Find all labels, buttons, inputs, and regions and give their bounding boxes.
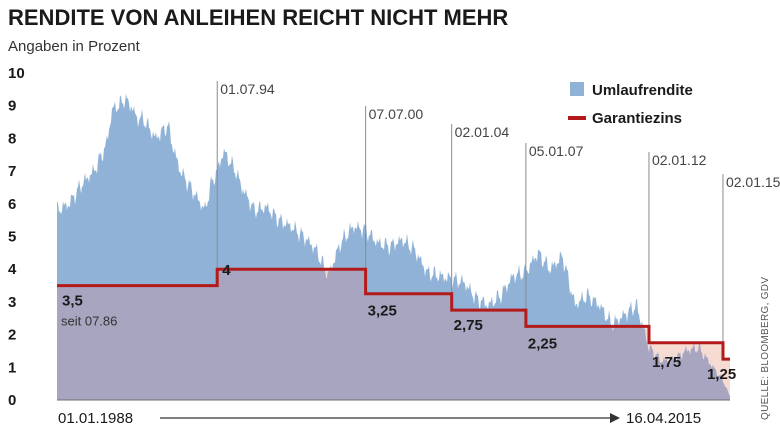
garantiezins-value-label: 3,5 — [62, 293, 83, 310]
chart-title: RENDITE VON ANLEIHEN REICHT NICHT MEHR — [8, 5, 508, 30]
y-tick-label: 10 — [8, 65, 25, 82]
y-tick-label: 4 — [8, 261, 17, 278]
change-date-label: 02.01.12 — [652, 152, 707, 168]
change-date-label: 07.07.00 — [369, 106, 424, 122]
legend-swatch-umlaufrendite — [570, 82, 584, 96]
time-arrow: 01.01.1988 16.04.2015 — [58, 410, 701, 427]
chart-subtitle: Angaben in Prozent — [8, 38, 141, 55]
change-date-markers: 01.07.94 07.07.00 02.01.04 05.01.07 02.01.12… — [216, 81, 780, 360]
plot-area: 01.07.94 07.07.00 02.01.04 05.01.07 02.01.12… — [57, 81, 780, 401]
y-tick-label: 6 — [8, 196, 16, 213]
overlap-area — [57, 269, 730, 400]
garantiezins-value-label: 2,75 — [454, 317, 483, 334]
garantiezins-line — [57, 267, 730, 361]
x-start-label: 01.01.1988 — [58, 410, 133, 427]
legend-label-garantiezins: Garantiezins — [592, 110, 682, 127]
y-tick-label: 8 — [8, 130, 16, 147]
change-date-label: 02.01.04 — [455, 124, 510, 140]
garantiezins-value-label: 1,25 — [707, 366, 736, 383]
garantiezins-value-label: 2,25 — [528, 335, 557, 352]
y-axis: 0 1 2 3 4 5 6 7 8 9 10 — [8, 65, 25, 409]
y-tick-label: 0 — [8, 392, 16, 409]
legend-label-umlaufrendite: Umlaufrendite — [592, 82, 693, 99]
y-tick-label: 5 — [8, 229, 16, 246]
y-tick-label: 2 — [8, 327, 16, 344]
y-tick-label: 7 — [8, 163, 16, 180]
garantiezins-value-label: 4 — [222, 262, 231, 279]
y-tick-label: 9 — [8, 98, 16, 115]
garantiezins-value-labels: 3,5 4 3,25 2,75 2,25 1,75 1,25 — [62, 262, 736, 383]
y-tick-label: 3 — [8, 294, 16, 311]
garantiezins-value-label: 1,75 — [652, 354, 681, 371]
arrow-head-icon — [610, 413, 620, 423]
garantiezins-value-label: 3,25 — [368, 303, 397, 320]
note-label: seit 07.86 — [61, 314, 117, 329]
y-tick-label: 1 — [8, 359, 16, 376]
legend: Umlaufrendite Garantiezins — [568, 82, 693, 127]
change-date-label: 05.01.07 — [529, 143, 584, 159]
change-date-label: 01.07.94 — [220, 81, 275, 97]
source-note: QUELLE: BLOOMBERG, GDV — [760, 277, 771, 420]
x-end-label: 16.04.2015 — [626, 410, 701, 427]
change-date-label: 02.01.15 — [726, 174, 780, 190]
